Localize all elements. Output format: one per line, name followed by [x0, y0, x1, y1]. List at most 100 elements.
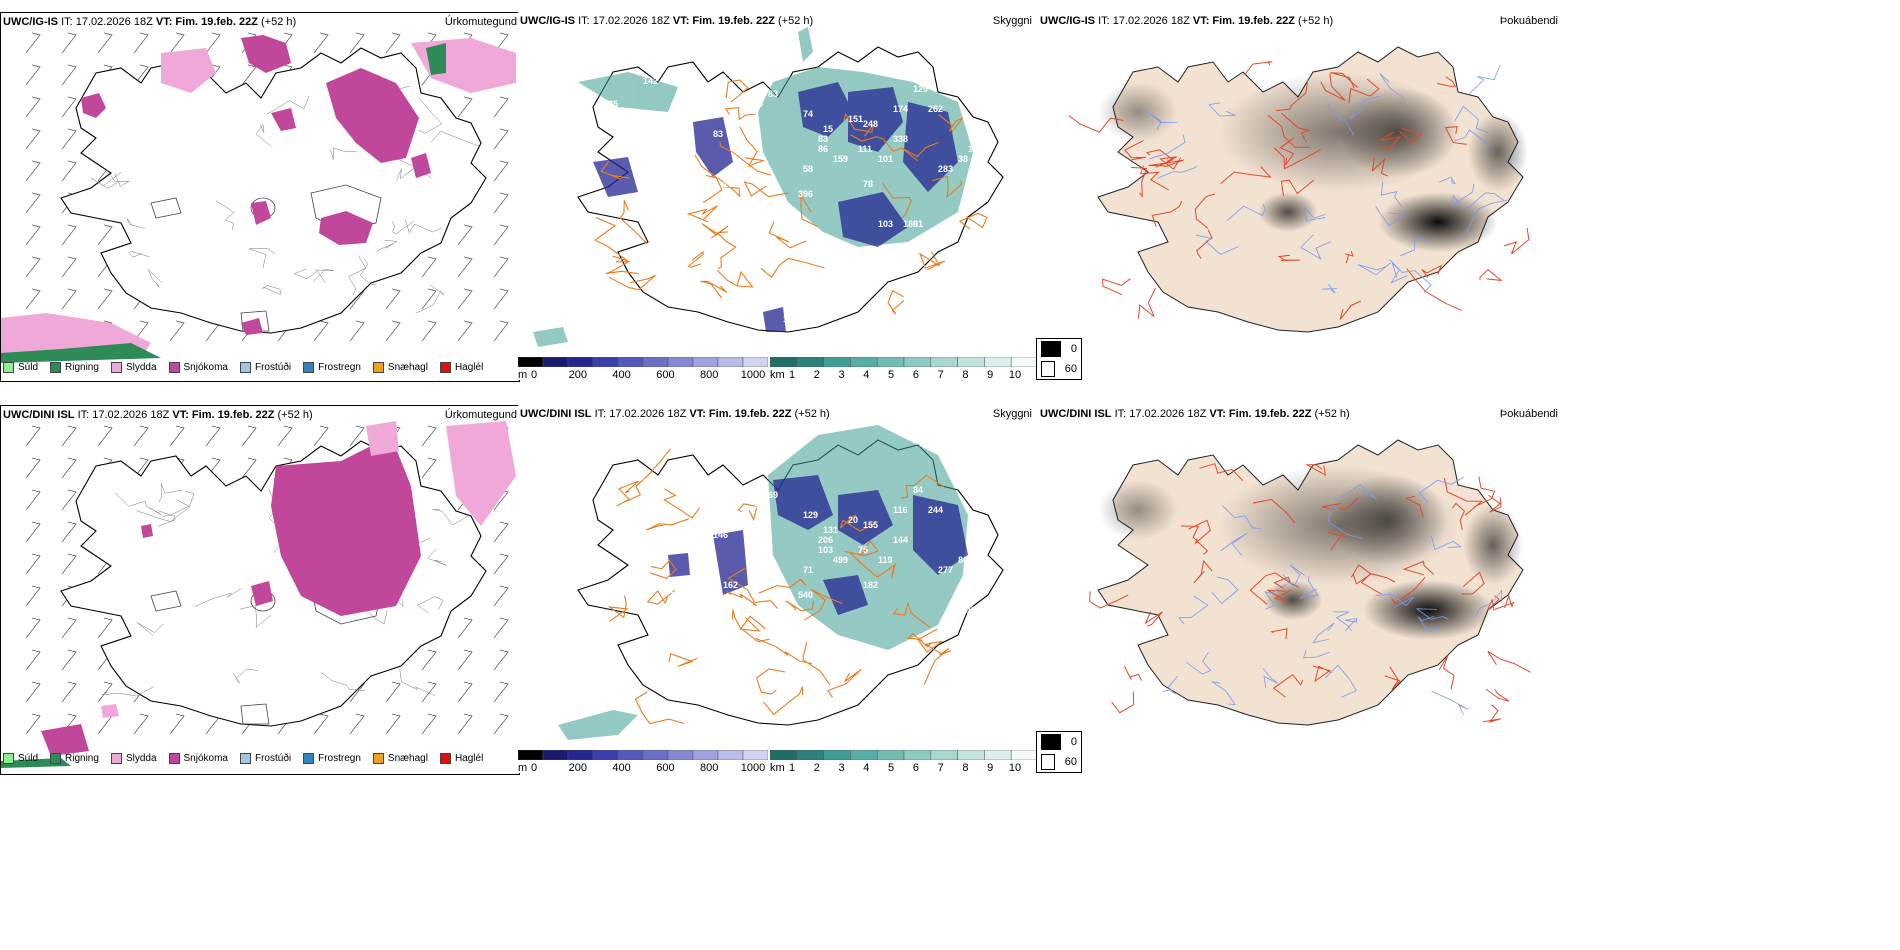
visibility-label: 182: [643, 477, 658, 487]
wind-barb: [25, 585, 41, 607]
visibility-label: 103: [818, 545, 833, 555]
wind-barb: [25, 649, 41, 671]
wind-barb: [421, 457, 437, 479]
colorbar-tick: 2: [813, 762, 820, 773]
wind-barb: [61, 649, 77, 671]
legend-item: Rigning: [50, 361, 99, 373]
legend-label: Snæhagl: [387, 752, 428, 764]
colorbar-km-ticks: 1 2 3 4 5 6 7 8 9 10: [770, 369, 1038, 380]
wind-barb: [25, 457, 41, 479]
colorbar-tick: 1: [788, 762, 796, 773]
colorbar-km: [769, 356, 1038, 368]
relief-lines: [1089, 463, 1531, 724]
wind-barb: [457, 256, 473, 278]
rain-areas: [1, 43, 446, 363]
colorbar-cell: [876, 356, 905, 368]
visibility-label: 174: [668, 585, 683, 595]
wind-barb: [61, 425, 77, 447]
legend-swatch: [239, 361, 251, 373]
colorbar-tick: 400: [612, 762, 631, 773]
visibility-label: 112: [783, 314, 798, 324]
legend-swatch: [3, 752, 14, 764]
colorbar-m-ticks: 0 200 400 600 800 1000: [518, 369, 768, 380]
visibility-label: 107: [968, 545, 983, 555]
visibility-label: 135: [603, 99, 618, 109]
wind-barb: [493, 128, 509, 150]
wind-barb: [385, 288, 401, 310]
colorbar-cell: [642, 356, 669, 368]
visibility-label: 102: [968, 144, 983, 154]
colorbar-tick: 8: [962, 762, 969, 773]
colorbar-cell: [984, 749, 1012, 761]
visibility-label: 499: [833, 555, 848, 565]
colorbar-tick: 6: [912, 369, 919, 380]
visibility-label: 106: [593, 465, 608, 475]
colorbar-tick: 4: [863, 762, 870, 773]
cloud-panel-bottom: UWC/DINI ISL IT: 17.02.2026 18Z VT: Fim.…: [1038, 405, 1560, 773]
colorbar-tick: 400: [612, 369, 631, 380]
wind-barb: [349, 425, 365, 447]
colorbar-tick: 5: [888, 762, 895, 773]
wind-barb: [169, 32, 185, 54]
cloud-map: [1089, 439, 1531, 726]
wind-barb: [493, 649, 509, 671]
wind-barb: [133, 457, 149, 479]
colorbar-cell: [1010, 749, 1038, 761]
snow-areas: [41, 436, 421, 756]
colorbar-cell: [567, 749, 594, 761]
precip-panel-bottom: UWC/DINI ISL IT: 17.02.2026 18Z VT: Fim.…: [0, 405, 520, 775]
iceland-outline: [60, 47, 487, 334]
legend-label: Frostregn: [318, 361, 361, 373]
colorbar-tick: 1: [788, 369, 796, 380]
legend-label: Snæhagl: [387, 361, 428, 373]
colorbar-tick: 3: [838, 369, 845, 380]
legend-label: Haglél: [454, 752, 484, 764]
legend-item: Snjókoma: [168, 752, 228, 764]
river-lines: [91, 85, 480, 314]
visibility-label: 262: [928, 104, 943, 114]
colorbar-cell: [850, 749, 878, 761]
panel-title: UWC/DINI ISL IT: 17.02.2026 18Z VT: Fim.…: [3, 409, 313, 421]
parameter-title: Skyggni: [992, 15, 1032, 27]
visibility-label: 83: [713, 129, 723, 139]
iceland-outline: [60, 440, 487, 727]
visibility-label: 159: [833, 154, 848, 164]
wind-barb: [97, 425, 113, 447]
wind-barb: [61, 288, 77, 310]
visibility-label: 129: [803, 510, 818, 520]
visibility-label: 75: [858, 545, 868, 555]
wind-barb: [97, 681, 113, 703]
colorbar-km: [769, 749, 1038, 761]
legend-item: Haglél: [439, 752, 484, 764]
fog-shading: [1098, 72, 1528, 252]
visibility-m-colorbar: m 0 200 400 600 800 1000: [518, 356, 769, 380]
wind-barb: [457, 713, 473, 735]
colorbar-cell: [1010, 356, 1038, 368]
legend-swatch: [110, 752, 122, 764]
legend-swatch: [303, 752, 315, 764]
parameter-title: Úrkomutegund: [444, 16, 517, 28]
panel-title: UWC/IG-IS IT: 17.02.2026 18Z VT: Fim. 19…: [520, 15, 814, 27]
snow-areas: [81, 35, 431, 335]
visibility-label: 206: [818, 535, 833, 545]
wind-barb: [133, 32, 149, 54]
visibility-label: 29: [753, 99, 763, 109]
wind-barb: [133, 713, 149, 735]
colorbar-cell: [742, 356, 769, 368]
parameter-title: Þokuábendi: [1499, 15, 1558, 27]
wind-barb: [61, 256, 77, 278]
colorbar-cell: [567, 356, 594, 368]
wind-barb: [169, 425, 185, 447]
precip-panel-top: UWC/IG-IS IT: 17.02.2026 18Z VT: Fim. 19…: [0, 12, 520, 382]
colorbar-cell: [769, 356, 798, 368]
colorbar-cell: [518, 356, 544, 368]
wind-barb: [25, 96, 41, 118]
legend-item: Snjókoma: [168, 361, 228, 373]
visibility-label: 248: [863, 119, 878, 129]
wind-barb: [457, 649, 473, 671]
wind-barb: [97, 224, 113, 246]
visibility-label: 283: [938, 164, 953, 174]
colorbar-cell: [769, 749, 798, 761]
legend-item: Frostregn: [303, 752, 361, 764]
